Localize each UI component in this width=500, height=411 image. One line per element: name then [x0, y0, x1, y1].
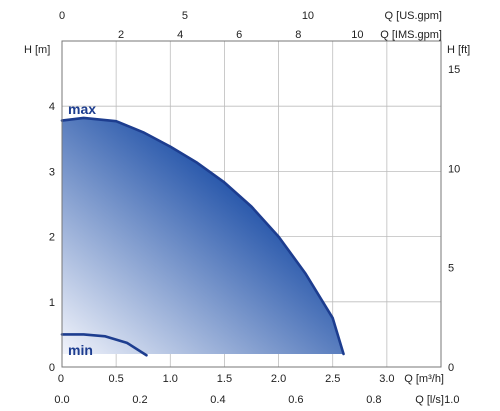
- series-label-max: max: [68, 101, 96, 117]
- tick-q-m3h: 1.5: [217, 373, 232, 385]
- axis-label-h-ft: H [ft]: [447, 44, 470, 56]
- tick-q-ls: 0.8: [366, 394, 381, 406]
- tick-q-m3h: 0: [58, 373, 64, 385]
- tick-q-m3h: 2.0: [271, 373, 286, 385]
- axis-label-q-ls: Q [l/s]: [415, 394, 444, 406]
- tick-q-imsgpm: 8: [295, 29, 301, 41]
- tick-h-m: 1: [49, 297, 55, 309]
- tick-h-m: 0: [49, 362, 55, 374]
- tick-q-m3h: 2.5: [325, 373, 340, 385]
- tick-q-ls: 0.2: [132, 394, 147, 406]
- tick-h-ft: 15: [448, 64, 460, 76]
- tick-h-m: 3: [49, 166, 55, 178]
- tick-q-ls: 0.4: [210, 394, 225, 406]
- tick-q-usgpm: 0: [59, 10, 65, 22]
- tick-h-ft: 0: [448, 362, 454, 374]
- curve-max: [60, 116, 345, 356]
- tick-q-imsgpm: 4: [177, 29, 183, 41]
- axis-label-h-m: H [m]: [24, 44, 50, 56]
- tick-q-m3h: 0.5: [108, 373, 123, 385]
- plot-frame: [61, 40, 442, 368]
- tick-q-imsgpm: 2: [118, 29, 124, 41]
- axis-label-q-imsgpm: Q [IMS.gpm]: [380, 29, 442, 41]
- tick-q-imsgpm: 10: [351, 29, 363, 41]
- tick-h-ft: 5: [448, 263, 454, 275]
- tick-h-ft: 10: [448, 163, 460, 175]
- axis-label-q-usgpm: Q [US.gpm]: [385, 10, 442, 22]
- tick-h-m: 2: [49, 232, 55, 244]
- tick-q-usgpm: 5: [182, 10, 188, 22]
- tick-h-m: 4: [49, 101, 55, 113]
- axis-label-q-m3h: Q [m³/h]: [404, 373, 444, 385]
- series-label-min: min: [68, 342, 93, 358]
- tick-q-m3h: 3.0: [379, 373, 394, 385]
- tick-q-ls: 0.6: [288, 394, 303, 406]
- tick-labels: 0 0.5 1.0 1.5 2.0 2.5 3.0 0.0 0.2 0.4 0.6 0.8 1.0 0 5 1…: [49, 10, 460, 406]
- series-labels: max min: [68, 101, 96, 358]
- tick-q-imsgpm: 6: [236, 29, 242, 41]
- tick-q-usgpm: 10: [302, 10, 314, 22]
- axis-labels: Q [US.gpm] Q [IMS.gpm] H [m] H [ft] Q [m³/h]…: [24, 10, 470, 406]
- tick-q-m3h: 1.0: [163, 373, 178, 385]
- tick-q-ls: 0.0: [54, 394, 69, 406]
- curves: [60, 116, 345, 357]
- tick-q-ls: 1.0: [444, 394, 459, 406]
- operating-area: [62, 117, 344, 354]
- curve-min: [60, 333, 148, 357]
